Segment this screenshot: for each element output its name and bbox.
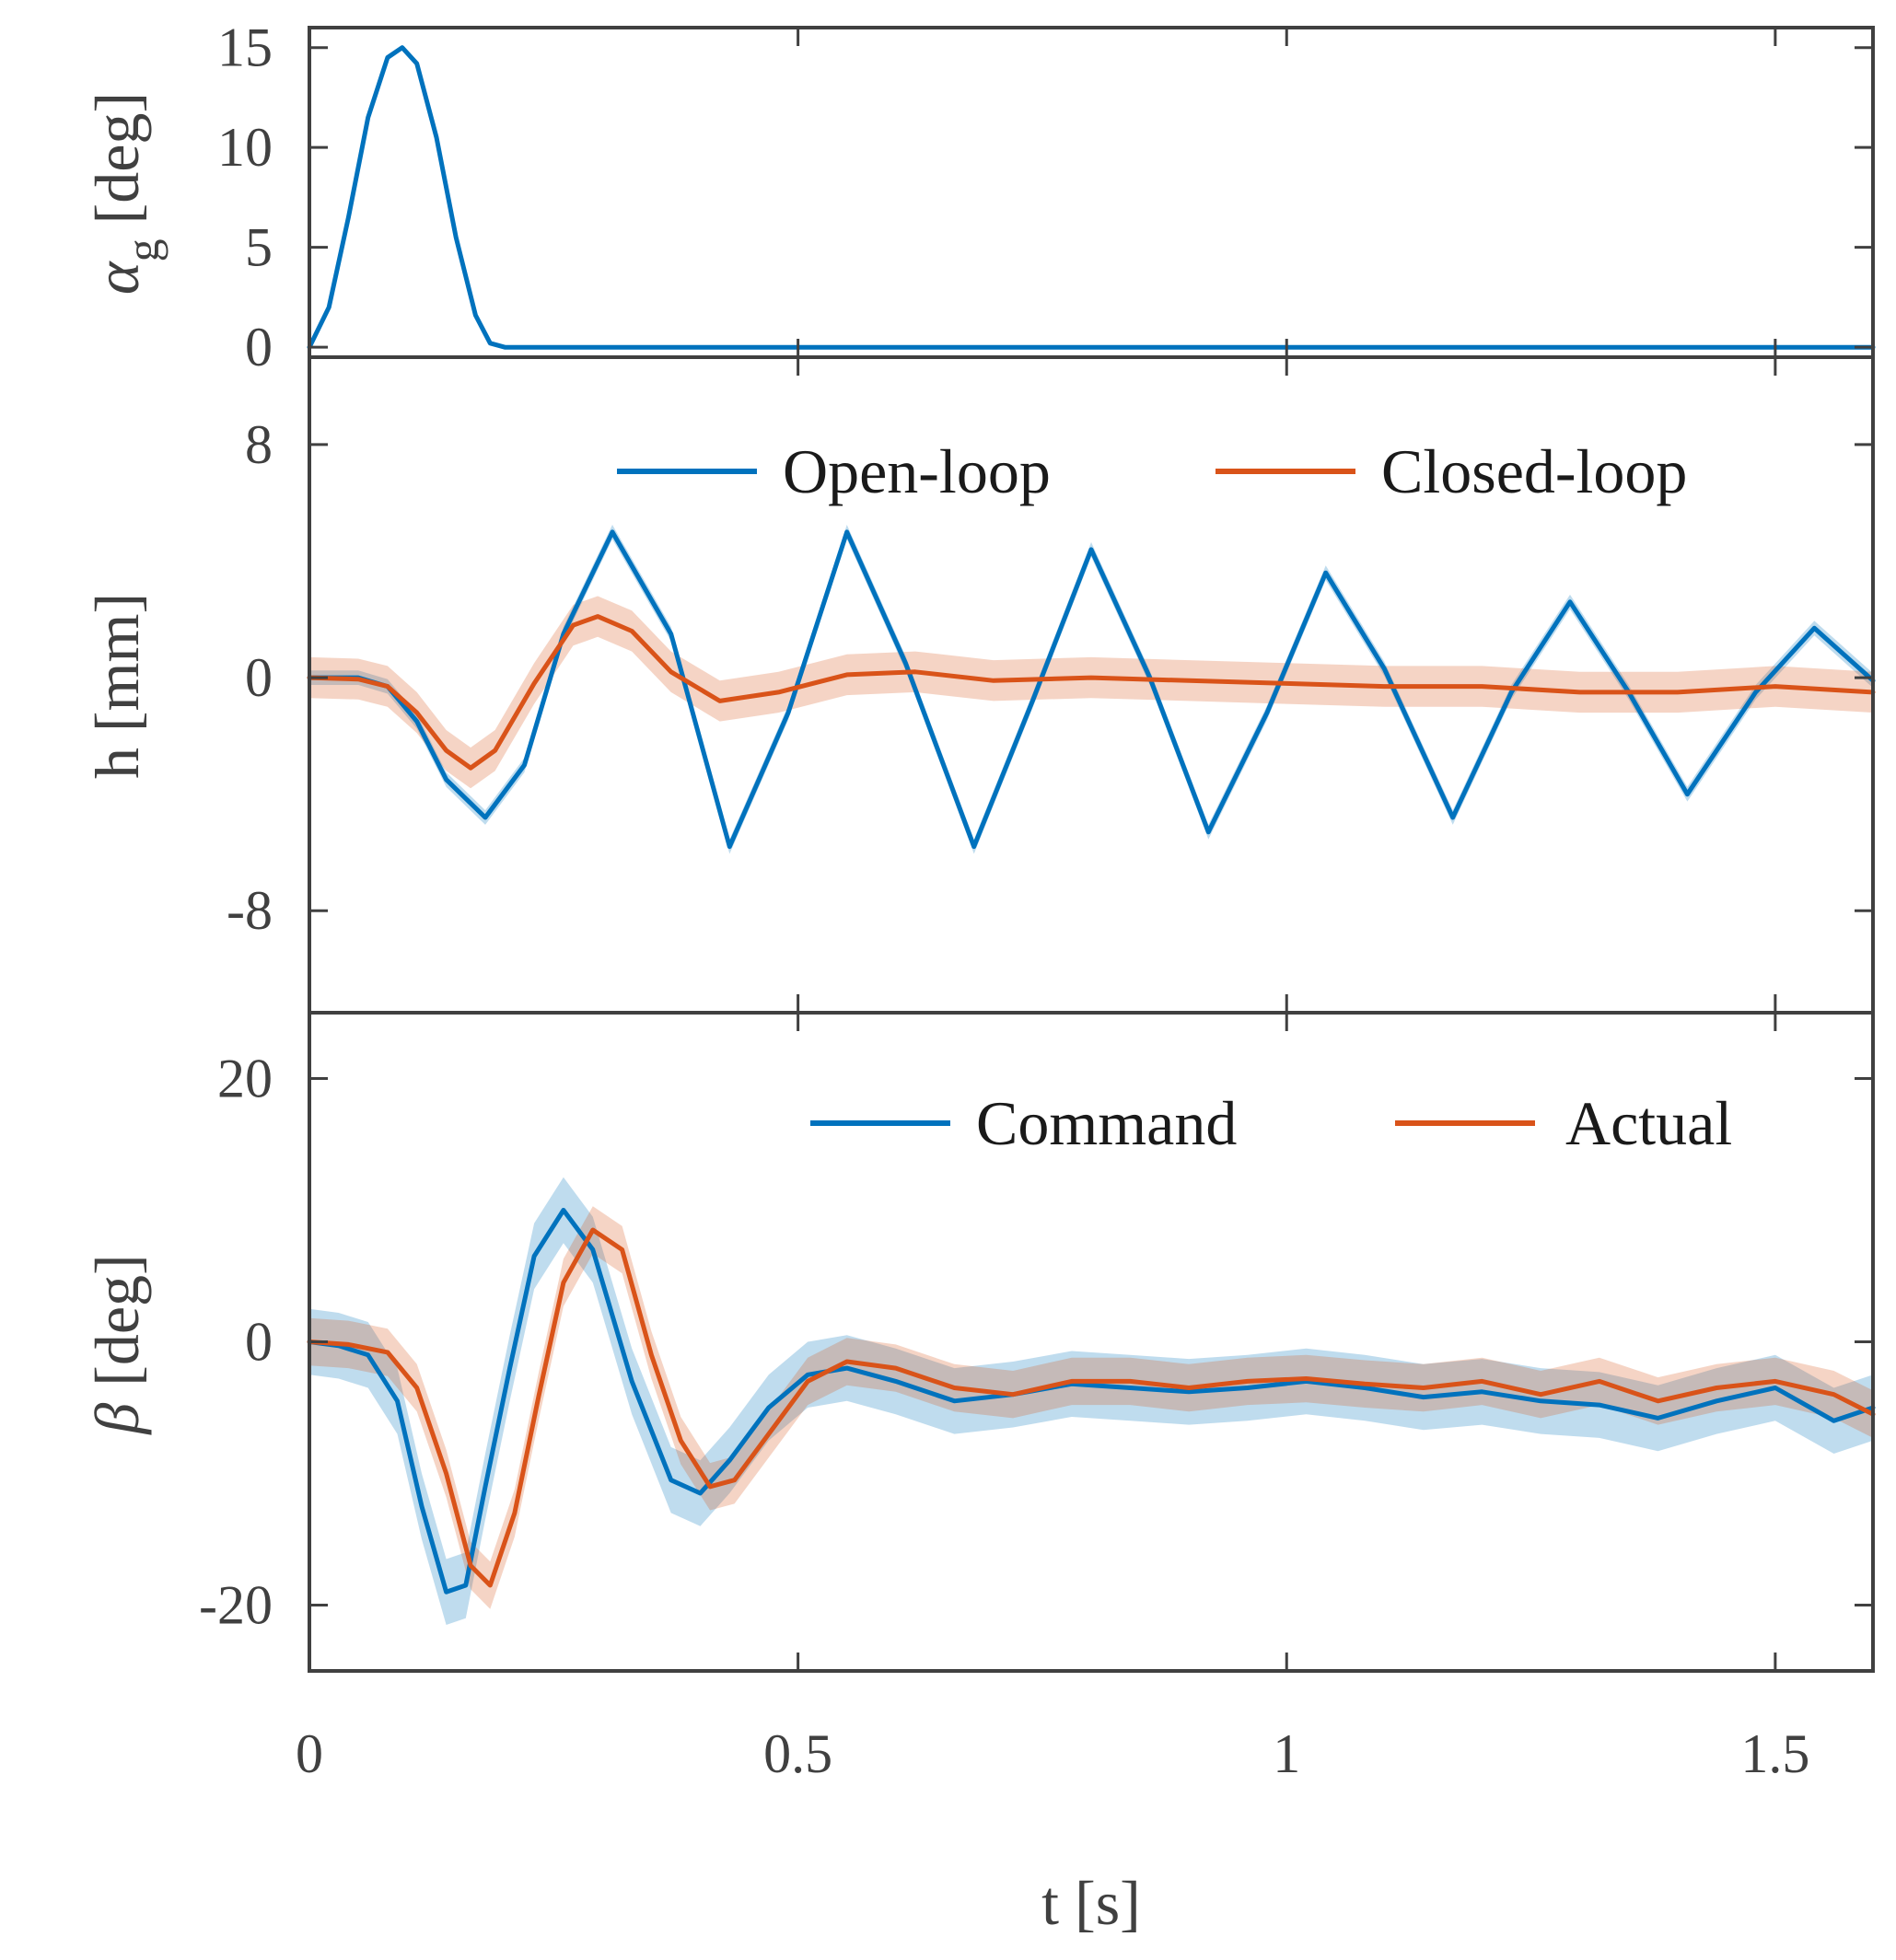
x-axis-label: t [s] <box>1041 1868 1141 1938</box>
h-legend-closed-loop: Closed-loop <box>1381 436 1687 506</box>
beta-ytick-label: -20 <box>199 1575 273 1636</box>
h-lines <box>307 529 1876 850</box>
beta-ylabel-unit: [deg] <box>82 1254 152 1386</box>
beta-bands <box>309 1177 1873 1625</box>
h-ytick-labels: -8 0 8 <box>227 414 273 941</box>
beta-band-actual <box>309 1206 1873 1609</box>
alpha-ytick-label: 0 <box>245 317 273 377</box>
alpha-ytick-label: 15 <box>217 17 273 78</box>
alpha-ytick-label: 5 <box>245 217 273 278</box>
beta-xtick-label: 1 <box>1273 1723 1300 1784</box>
beta-xtick-labels: 0 0.5 1 1.5 <box>296 1723 1809 1784</box>
alpha-ylabel-sub: g <box>117 238 169 261</box>
beta-lines <box>307 1208 1876 1595</box>
h-bands <box>309 525 1873 854</box>
beta-line-actual <box>307 1227 1876 1588</box>
beta-legend-command: Command <box>976 1088 1237 1158</box>
alpha-ticks <box>309 28 1873 357</box>
beta-legend-actual: Actual <box>1565 1088 1732 1158</box>
beta-ytick-label: 0 <box>245 1312 273 1373</box>
alpha-ylabel: αg [deg] <box>82 92 169 295</box>
beta-ticks <box>309 1013 1873 1671</box>
beta-ytick-labels: -20 0 20 <box>199 1049 273 1636</box>
h-band-closed-loop <box>309 596 1873 789</box>
alpha-line-alpha-g <box>307 45 1876 350</box>
h-ytick-label: 8 <box>245 414 273 475</box>
h-legend-open-loop: Open-loop <box>783 436 1051 506</box>
alpha-ylabel-main: α <box>82 261 152 295</box>
beta-legend: Command Actual <box>810 1088 1732 1158</box>
beta-xtick-label: 0 <box>296 1723 323 1784</box>
h-ytick-label: -8 <box>227 880 273 941</box>
beta-ylabel-main: β <box>82 1403 152 1436</box>
beta-xtick-label: 1.5 <box>1740 1723 1809 1784</box>
beta-xtick-label: 0.5 <box>763 1723 832 1784</box>
beta-ylabel: β [deg] <box>82 1254 152 1435</box>
alpha-ylabel-unit: [deg] <box>82 92 152 224</box>
beta-band-command <box>309 1177 1873 1625</box>
beta-ytick-label: 20 <box>217 1049 273 1109</box>
h-ylabel: h [mm] <box>82 593 152 779</box>
h-line-closed-loop <box>307 614 1876 771</box>
h-legend: Open-loop Closed-loop <box>617 436 1687 506</box>
beta-line-command <box>307 1208 1876 1595</box>
h-ytick-label: 0 <box>245 647 273 708</box>
alpha-lines <box>307 45 1876 350</box>
alpha-ytick-label: 10 <box>217 117 273 178</box>
alpha-ytick-labels: 0 5 10 15 <box>217 17 273 377</box>
h-ticks <box>309 357 1873 1013</box>
h-line-open-loop <box>307 529 1876 850</box>
panel-beta: -20 0 20 0 0.5 1 1.5 β [deg] t [s] Command Act… <box>82 1011 1876 1938</box>
